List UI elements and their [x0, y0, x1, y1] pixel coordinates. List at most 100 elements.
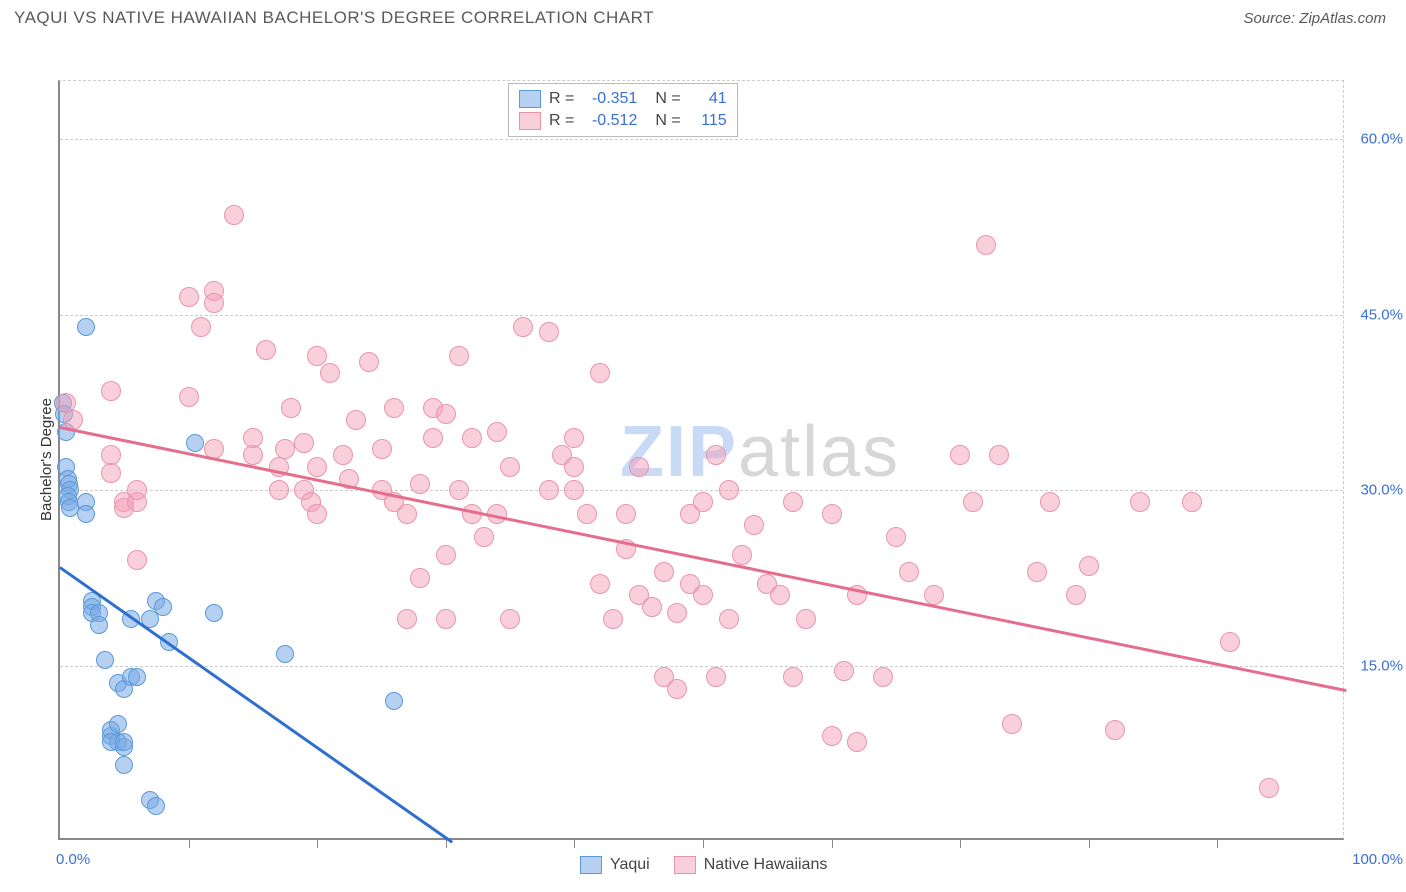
y-tick-label: 15.0% [1348, 657, 1403, 674]
legend-row: R =-0.512N =115 [519, 110, 727, 132]
data-point [564, 428, 584, 448]
data-point [205, 604, 223, 622]
data-point [115, 733, 133, 751]
x-tick [832, 838, 833, 848]
data-point [320, 363, 340, 383]
data-point [667, 679, 687, 699]
data-point [616, 504, 636, 524]
data-point [744, 515, 764, 535]
x-tick [1217, 838, 1218, 848]
data-point [77, 505, 95, 523]
data-point [873, 667, 893, 687]
gridline [60, 315, 1343, 316]
data-point [899, 562, 919, 582]
data-point [333, 445, 353, 465]
data-point [487, 422, 507, 442]
data-point [706, 445, 726, 465]
data-point [847, 732, 867, 752]
data-point [539, 480, 559, 500]
data-point [243, 445, 263, 465]
data-point [1130, 492, 1150, 512]
data-point [346, 410, 366, 430]
data-point [436, 404, 456, 424]
data-point [462, 428, 482, 448]
data-point [500, 457, 520, 477]
x-min-label: 0.0% [56, 851, 90, 868]
data-point [372, 439, 392, 459]
data-point [77, 318, 95, 336]
data-point [423, 428, 443, 448]
legend-swatch [580, 856, 602, 874]
x-max-label: 100.0% [1348, 851, 1403, 868]
data-point [732, 545, 752, 565]
data-point [706, 667, 726, 687]
data-point [269, 480, 289, 500]
gridline [60, 666, 1343, 667]
data-point [307, 457, 327, 477]
legend-r-label: R = [549, 112, 574, 130]
data-point [796, 609, 816, 629]
data-point [1027, 562, 1047, 582]
data-point [886, 527, 906, 547]
x-tick [703, 838, 704, 848]
data-point [719, 480, 739, 500]
data-point [693, 492, 713, 512]
x-tick [574, 838, 575, 848]
data-point [128, 668, 146, 686]
y-tick-label: 60.0% [1348, 131, 1403, 148]
data-point [127, 550, 147, 570]
data-point [281, 398, 301, 418]
legend-item: Native Hawaiians [674, 856, 828, 874]
data-point [474, 527, 494, 547]
data-point [154, 598, 172, 616]
data-point [256, 340, 276, 360]
legend-r-value: -0.512 [582, 112, 637, 130]
data-point [976, 235, 996, 255]
x-tick [317, 838, 318, 848]
data-point [834, 661, 854, 681]
data-point [449, 480, 469, 500]
data-point [179, 287, 199, 307]
data-point [384, 398, 404, 418]
plot-area: 60.0%45.0%30.0%15.0%0.0%100.0%Bachelor's… [58, 80, 1344, 840]
data-point [294, 433, 314, 453]
data-point [1105, 720, 1125, 740]
data-point [654, 562, 674, 582]
y-axis-title: Bachelor's Degree [38, 398, 55, 521]
data-point [307, 346, 327, 366]
data-point [101, 381, 121, 401]
legend-series: YaquiNative Hawaiians [580, 856, 827, 874]
data-point [577, 504, 597, 524]
data-point [275, 439, 295, 459]
data-point [564, 457, 584, 477]
data-point [204, 293, 224, 313]
data-point [783, 492, 803, 512]
legend-series-label: Native Hawaiians [704, 856, 828, 874]
data-point [500, 609, 520, 629]
data-point [385, 692, 403, 710]
trend-line [60, 426, 1346, 692]
data-point [822, 504, 842, 524]
data-point [564, 480, 584, 500]
legend-swatch [674, 856, 696, 874]
legend-n-label: N = [655, 90, 680, 108]
data-point [1220, 632, 1240, 652]
data-point [397, 504, 417, 524]
data-point [1040, 492, 1060, 512]
legend-r-label: R = [549, 90, 574, 108]
data-point [243, 428, 263, 448]
legend-swatch [519, 90, 541, 108]
data-point [950, 445, 970, 465]
gridline [60, 139, 1343, 140]
data-point [127, 480, 147, 500]
data-point [147, 797, 165, 815]
data-point [410, 474, 430, 494]
data-point [770, 585, 790, 605]
data-point [359, 352, 379, 372]
data-point [603, 609, 623, 629]
legend-n-label: N = [655, 112, 680, 130]
data-point [513, 317, 533, 337]
data-point [90, 616, 108, 634]
data-point [449, 346, 469, 366]
x-tick [1089, 838, 1090, 848]
